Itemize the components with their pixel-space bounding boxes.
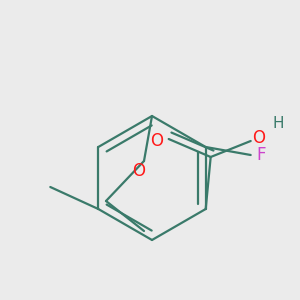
- Text: O: O: [133, 162, 146, 180]
- Text: F: F: [256, 146, 266, 164]
- Text: O: O: [150, 132, 163, 150]
- Text: H: H: [273, 116, 284, 130]
- Text: O: O: [252, 129, 265, 147]
